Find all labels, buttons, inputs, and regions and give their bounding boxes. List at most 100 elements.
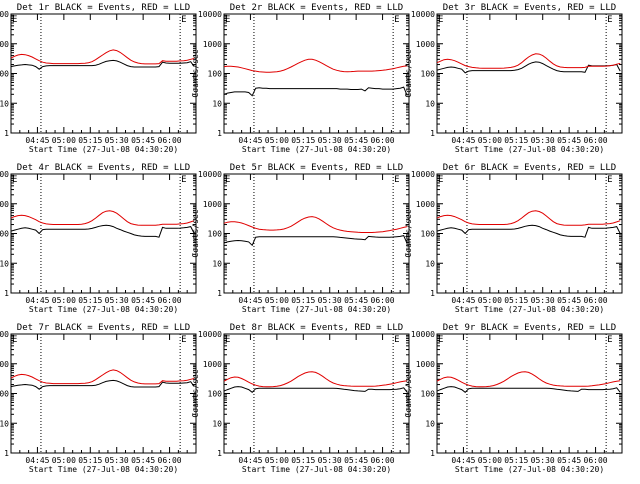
corner-label-left: E: [12, 15, 17, 25]
x-axis-label: Start Time (27-Jul-08 04:30:20): [242, 465, 391, 474]
x-tick-label: 05:30: [318, 136, 342, 145]
plot-title: Det 3r BLACK = Events, RED = LLD: [443, 3, 616, 13]
x-tick-label: 05:30: [318, 296, 342, 305]
x-tick-label: 05:15: [78, 136, 102, 145]
plot-title: Det 9r BLACK = Events, RED = LLD: [443, 323, 616, 333]
corner-label-right: E: [394, 15, 399, 25]
y-tick-label: 10000: [411, 170, 435, 179]
x-tick-label: 06:00: [371, 136, 395, 145]
x-tick-label: 05:30: [531, 136, 555, 145]
x-tick-label: 04:45: [451, 136, 475, 145]
y-tick-label: 1: [430, 129, 435, 138]
y-tick-label: 1000: [0, 360, 9, 369]
y-tick-label: 1: [4, 289, 9, 298]
plot-frame: [436, 13, 623, 134]
x-axis-label: Start Time (27-Jul-08 04:30:20): [242, 145, 391, 154]
series-events-line: [223, 386, 408, 393]
y-tick-label: 1: [4, 449, 9, 458]
series-events-line: [436, 224, 621, 238]
series-events-line: [436, 61, 621, 74]
y-tick-label: 100: [0, 390, 9, 399]
y-tick-label: 1000: [0, 200, 9, 209]
y-tick-label: 100: [421, 70, 436, 79]
x-tick-label: 05:45: [557, 136, 581, 145]
plot-title: Det 8r BLACK = Events, RED = LLD: [230, 323, 403, 333]
series-lld-line: [436, 371, 621, 388]
x-tick-label: 05:00: [52, 456, 76, 465]
series-events-line: [223, 235, 408, 247]
y-tick-label: 10000: [411, 330, 435, 339]
plot-title: Det 6r BLACK = Events, RED = LLD: [443, 163, 616, 173]
y-tick-label: 1000: [416, 360, 435, 369]
y-tick-label: 10: [0, 99, 9, 108]
x-tick-label: 06:00: [158, 456, 182, 465]
series-lld-line: [10, 369, 195, 385]
x-tick-label: 05:30: [105, 136, 129, 145]
series-lld-line: [10, 210, 195, 226]
x-axis-label: Start Time (27-Jul-08 04:30:20): [29, 465, 178, 474]
x-tick-label: 05:30: [531, 456, 555, 465]
corner-label-left: E: [438, 15, 443, 25]
x-tick-label: 04:45: [238, 136, 262, 145]
x-axis-label: Start Time (27-Jul-08 04:30:20): [242, 305, 391, 314]
corner-label-right: E: [607, 15, 612, 25]
x-tick-label: 05:00: [52, 136, 76, 145]
corner-label-right: E: [607, 175, 612, 185]
x-tick-label: 05:30: [531, 296, 555, 305]
y-tick-label: 100: [421, 230, 436, 239]
corner-label-right: E: [181, 335, 186, 345]
y-tick-label: 10000: [411, 10, 435, 19]
y-tick-label: 10: [425, 419, 435, 428]
y-tick-label: 10000: [198, 10, 222, 19]
x-axis-label: Start Time (27-Jul-08 04:30:20): [29, 305, 178, 314]
plot-frame: [223, 333, 410, 454]
corner-label-left: E: [12, 335, 17, 345]
x-tick-label: 06:00: [371, 456, 395, 465]
plot-frame: [436, 333, 623, 454]
x-tick-label: 05:15: [78, 456, 102, 465]
x-tick-label: 05:00: [265, 296, 289, 305]
x-tick-label: 05:00: [478, 136, 502, 145]
series-lld-line: [223, 371, 408, 388]
y-axis-label: Counts/sec: [404, 209, 413, 257]
y-tick-label: 1: [217, 449, 222, 458]
y-axis-label: Counts/sec: [191, 49, 200, 97]
x-tick-label: 05:30: [318, 456, 342, 465]
corner-label-right: E: [607, 335, 612, 345]
x-axis-label: Start Time (27-Jul-08 04:30:20): [455, 305, 604, 314]
plot-title: Det 7r BLACK = Events, RED = LLD: [17, 323, 190, 333]
plot-frame: [223, 173, 410, 294]
corner-label-right: E: [394, 335, 399, 345]
x-tick-label: 05:00: [265, 136, 289, 145]
x-tick-label: 04:45: [451, 456, 475, 465]
corner-label-right: E: [394, 175, 399, 185]
series-lld-line: [223, 58, 408, 73]
x-tick-label: 04:45: [238, 296, 262, 305]
x-tick-label: 05:15: [291, 296, 315, 305]
y-axis-label: Counts/sec: [404, 49, 413, 97]
y-tick-label: 1000: [203, 200, 222, 209]
y-tick-label: 10000: [0, 170, 9, 179]
x-tick-label: 05:00: [52, 296, 76, 305]
x-tick-label: 04:45: [25, 136, 49, 145]
x-tick-label: 05:30: [105, 296, 129, 305]
x-tick-label: 04:45: [25, 456, 49, 465]
corner-label-left: E: [225, 175, 230, 185]
corner-label-left: E: [12, 175, 17, 185]
corner-label-left: E: [438, 175, 443, 185]
x-tick-label: 05:45: [344, 296, 368, 305]
x-tick-label: 05:45: [557, 296, 581, 305]
det-plot-1: Det 1r BLACK = Events, RED = LLDEE110100…: [0, 3, 197, 154]
x-tick-label: 06:00: [584, 136, 608, 145]
series-lld-line: [436, 210, 621, 226]
x-axis-label: Start Time (27-Jul-08 04:30:20): [455, 145, 604, 154]
x-tick-label: 06:00: [584, 456, 608, 465]
series-events-line: [10, 224, 195, 238]
y-tick-label: 1000: [0, 40, 9, 49]
x-tick-label: 05:15: [504, 136, 528, 145]
y-axis-label: Counts/sec: [404, 369, 413, 417]
corner-label-left: E: [225, 15, 230, 25]
